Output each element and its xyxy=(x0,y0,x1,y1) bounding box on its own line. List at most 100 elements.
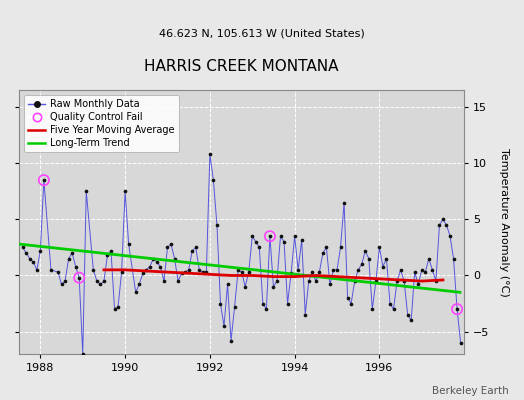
Point xyxy=(178,270,186,276)
Point xyxy=(152,259,161,265)
Point xyxy=(379,263,387,270)
Point xyxy=(103,252,112,258)
Point xyxy=(269,284,278,290)
Point xyxy=(446,233,454,240)
Point xyxy=(184,267,193,273)
Point xyxy=(79,351,87,357)
Point xyxy=(138,270,147,276)
Point xyxy=(163,244,172,251)
Point xyxy=(375,244,384,251)
Point xyxy=(71,263,80,270)
Point xyxy=(26,256,34,262)
Point xyxy=(410,269,419,275)
Point xyxy=(132,289,140,296)
Point xyxy=(40,177,48,183)
Point xyxy=(135,281,144,288)
Point xyxy=(54,269,62,275)
Point xyxy=(329,267,337,273)
Point xyxy=(383,256,391,262)
Point xyxy=(351,278,359,284)
Point xyxy=(386,300,394,307)
Point xyxy=(114,304,122,310)
Point xyxy=(418,267,426,273)
Point xyxy=(241,284,249,290)
Point xyxy=(368,306,377,312)
Point xyxy=(231,304,239,310)
Point xyxy=(453,306,461,312)
Point xyxy=(245,269,253,275)
Text: 46.623 N, 105.613 W (United States): 46.623 N, 105.613 W (United States) xyxy=(159,28,365,38)
Point xyxy=(354,267,363,273)
Point xyxy=(255,244,264,251)
Point xyxy=(453,306,461,312)
Point xyxy=(121,188,129,194)
Point xyxy=(365,256,373,262)
Point xyxy=(280,239,288,245)
Point xyxy=(167,241,175,247)
Point xyxy=(308,269,316,275)
Point xyxy=(146,263,154,270)
Point xyxy=(29,259,38,265)
Point xyxy=(315,269,323,275)
Text: Berkeley Earth: Berkeley Earth xyxy=(432,386,508,396)
Point xyxy=(18,244,27,251)
Point xyxy=(424,256,433,262)
Point xyxy=(442,222,451,228)
Point xyxy=(287,270,296,276)
Point xyxy=(216,300,225,307)
Point xyxy=(273,278,281,284)
Point xyxy=(149,256,158,262)
Point xyxy=(326,281,334,288)
Point xyxy=(96,281,105,288)
Point xyxy=(192,244,200,251)
Point xyxy=(266,233,274,240)
Point xyxy=(202,269,211,275)
Y-axis label: Temperature Anomaly (°C): Temperature Anomaly (°C) xyxy=(499,148,509,296)
Title: HARRIS CREEK MONTANA: HARRIS CREEK MONTANA xyxy=(145,59,339,74)
Point xyxy=(124,241,133,247)
Point xyxy=(421,269,430,275)
Point xyxy=(298,236,306,243)
Point xyxy=(160,278,168,284)
Point xyxy=(117,269,126,275)
Point xyxy=(262,306,270,312)
Point xyxy=(206,151,214,158)
Point xyxy=(393,278,401,284)
Point xyxy=(336,244,345,251)
Point xyxy=(227,337,235,344)
Point xyxy=(40,177,48,183)
Point xyxy=(414,281,422,288)
Point xyxy=(283,300,292,307)
Point xyxy=(57,281,66,288)
Point xyxy=(456,340,465,346)
Point xyxy=(36,248,45,254)
Point xyxy=(68,250,77,256)
Point xyxy=(209,177,217,183)
Legend: Raw Monthly Data, Quality Control Fail, Five Year Moving Average, Long-Term Tren: Raw Monthly Data, Quality Control Fail, … xyxy=(24,95,179,152)
Point xyxy=(276,233,285,240)
Point xyxy=(195,267,203,273)
Point xyxy=(396,267,405,273)
Point xyxy=(107,248,115,254)
Point xyxy=(111,306,119,312)
Point xyxy=(450,256,458,262)
Point xyxy=(322,244,331,251)
Point xyxy=(290,233,299,240)
Point xyxy=(439,216,447,223)
Point xyxy=(47,267,55,273)
Point xyxy=(213,222,221,228)
Point xyxy=(347,300,355,307)
Point xyxy=(142,267,150,273)
Point xyxy=(343,295,352,301)
Point xyxy=(174,278,182,284)
Point xyxy=(407,317,416,324)
Point xyxy=(237,269,246,275)
Point xyxy=(259,300,267,307)
Point xyxy=(32,267,41,273)
Point xyxy=(234,267,242,273)
Point xyxy=(93,278,101,284)
Point xyxy=(170,256,179,262)
Point xyxy=(319,250,327,256)
Point xyxy=(340,199,348,206)
Point xyxy=(389,306,398,312)
